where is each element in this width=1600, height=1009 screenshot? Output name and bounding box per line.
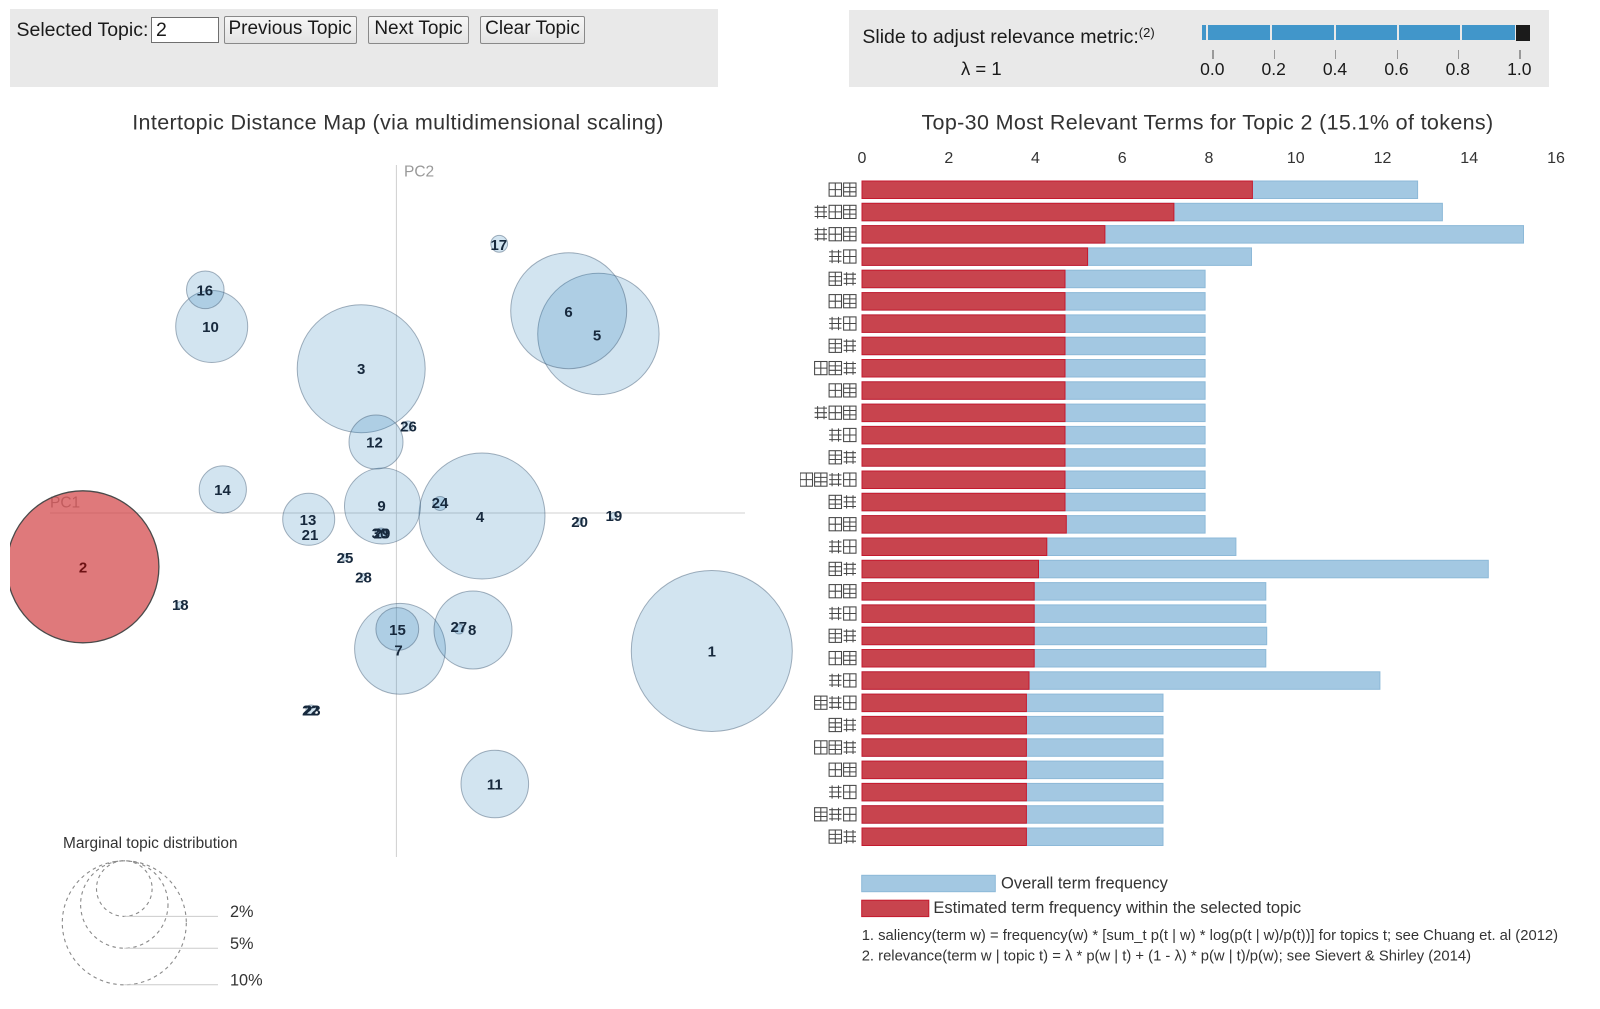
svg-text:Estimated term frequency withi: Estimated term frequency within the sele…: [933, 899, 1301, 917]
svg-text:23: 23: [304, 702, 321, 719]
svg-text:12: 12: [1374, 150, 1392, 167]
svg-text:25: 25: [337, 550, 354, 567]
svg-text:4: 4: [1031, 150, 1040, 167]
svg-text:12: 12: [366, 434, 383, 451]
svg-text:2: 2: [944, 150, 953, 167]
svg-text:8: 8: [468, 622, 476, 639]
svg-text:PC2: PC2: [404, 164, 434, 181]
svg-text:5: 5: [593, 327, 601, 344]
svg-text:10%: 10%: [230, 972, 263, 990]
svg-text:9: 9: [377, 498, 385, 515]
svg-text:Overall term frequency: Overall term frequency: [1001, 875, 1169, 893]
svg-text:7: 7: [394, 643, 402, 660]
svg-text:1. saliency(term w) = frequenc: 1. saliency(term w) = frequency(w) * [su…: [862, 928, 1558, 944]
svg-text:Intertopic Distance Map (via m: Intertopic Distance Map (via multidimens…: [132, 111, 664, 135]
svg-text:Marginal topic distribution: Marginal topic distribution: [63, 835, 238, 852]
svg-text:3: 3: [357, 361, 365, 378]
svg-text:29: 29: [374, 525, 391, 542]
svg-text:6: 6: [1118, 150, 1127, 167]
svg-text:21: 21: [302, 527, 319, 544]
svg-text:14: 14: [214, 482, 231, 499]
svg-text:17: 17: [490, 237, 507, 254]
svg-text:14: 14: [1460, 150, 1478, 167]
svg-text:22: 22: [302, 702, 319, 719]
svg-text:16: 16: [1547, 150, 1565, 167]
svg-text:13: 13: [300, 512, 317, 529]
svg-text:16: 16: [196, 282, 213, 299]
svg-text:10: 10: [202, 319, 219, 336]
svg-text:11: 11: [487, 776, 503, 793]
svg-text:24: 24: [432, 495, 449, 512]
svg-text:Top-30 Most Relevant Terms for: Top-30 Most Relevant Terms for Topic 2 (…: [921, 111, 1493, 135]
svg-text:2: 2: [79, 560, 87, 577]
svg-text:28: 28: [355, 569, 372, 586]
svg-text:1: 1: [708, 643, 716, 660]
svg-text:0: 0: [858, 150, 867, 167]
svg-text:30: 30: [372, 525, 389, 542]
svg-text:5%: 5%: [230, 935, 254, 953]
svg-text:2%: 2%: [230, 903, 254, 921]
svg-text:4: 4: [476, 509, 485, 526]
svg-text:19: 19: [606, 508, 623, 525]
svg-text:15: 15: [389, 622, 406, 639]
svg-text:8: 8: [1205, 150, 1214, 167]
svg-text:27: 27: [450, 619, 467, 636]
svg-text:2. relevance(term w | topic t): 2. relevance(term w | topic t) = λ * p(w…: [862, 949, 1471, 965]
svg-text:26: 26: [400, 419, 417, 436]
svg-text:20: 20: [571, 514, 588, 531]
svg-text:10: 10: [1287, 150, 1305, 167]
svg-text:6: 6: [564, 304, 572, 321]
svg-text:18: 18: [172, 597, 189, 614]
